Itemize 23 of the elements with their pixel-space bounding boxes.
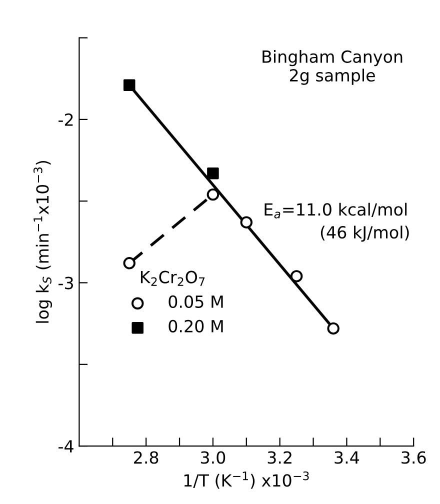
y-tick-label: -2 xyxy=(58,113,73,126)
point xyxy=(240,216,253,228)
annotation: (46 kJ/mol) xyxy=(320,226,409,242)
x-tick-label: 3.6 xyxy=(402,451,426,464)
x-tick-label: 3.0 xyxy=(200,451,226,464)
point xyxy=(290,270,303,282)
legend-label: 0.20 M xyxy=(168,320,223,332)
legend-label: 0.05 M xyxy=(168,295,223,308)
y-tick-label: -3 xyxy=(58,276,74,290)
y-tick-label: -4 xyxy=(58,440,74,452)
point xyxy=(123,79,136,92)
annotation: E$_{a}$=11.0 kcal/mol xyxy=(264,202,407,218)
point xyxy=(206,188,220,201)
x-tick-label: 3.4 xyxy=(334,451,360,464)
point xyxy=(327,322,340,335)
x-tick-label: 3.2 xyxy=(268,451,292,464)
point xyxy=(207,167,219,180)
x-axis-title: 1/T (K$^{−1}$) x10$^{−3}$ xyxy=(184,471,309,489)
point xyxy=(123,257,136,270)
x-tick-label: 2.8 xyxy=(134,451,158,464)
legend-title: K$_{2}$Cr$_{2}$O$_{7}$ xyxy=(140,270,205,286)
annotation: Bingham Canyon 2g sample xyxy=(262,50,402,85)
y-axis-title: log k$_{S}$ (min$^{−1}$x10$^{−3}$) xyxy=(34,160,52,323)
